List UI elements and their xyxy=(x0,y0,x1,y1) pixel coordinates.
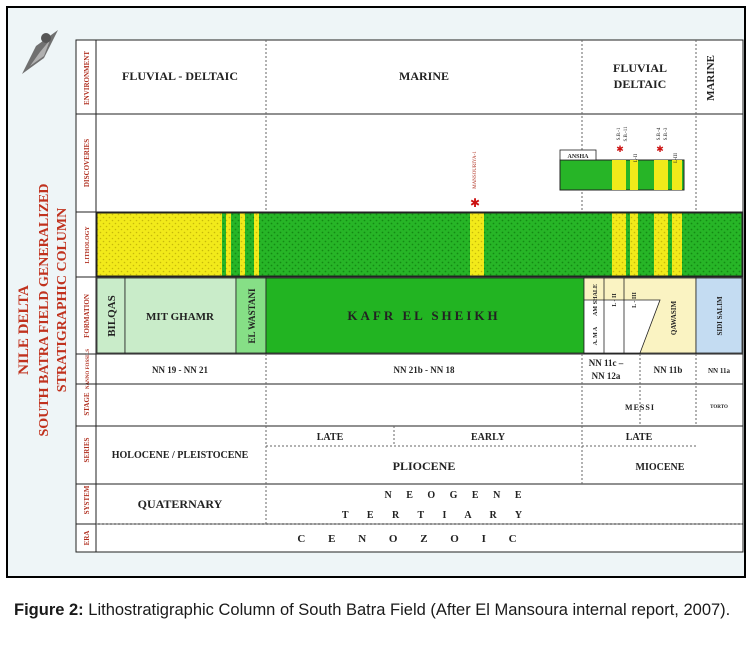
formation-mit-ghamr: MIT GHAMR xyxy=(146,311,215,323)
formation-l3: L - III xyxy=(632,292,638,308)
column-separators xyxy=(96,40,743,525)
discovery-label-l2: L-II xyxy=(634,154,639,162)
system-neogene: N E O G E N E xyxy=(384,490,527,501)
discovery-star-2: ✱ xyxy=(656,144,664,154)
formation-kafr-el-sheikh: KAFR EL SHEIKH xyxy=(347,308,500,323)
series-late: LATE xyxy=(317,432,344,443)
nannofossil-zone-3b: NN 12a xyxy=(592,371,621,381)
row-label-nannofossils: NANNO FOSSILS xyxy=(86,349,91,389)
formation-el-wastani: EL WASTANI xyxy=(247,288,257,343)
well-mansouriya-1: MANSOURIYA-1 xyxy=(473,151,478,189)
discovery-label-sb3: S.B.-3 xyxy=(664,127,669,140)
row-label-stage: STAGE xyxy=(83,392,91,416)
discoveries-row: MANSOURIYA-1 ✱ ANSHA S.B.-1 S.B.-11 ✱ S.… xyxy=(470,126,685,210)
caption-label: Figure 2: xyxy=(14,601,84,619)
row-label-discoveries: DISCOVERIES xyxy=(83,139,91,187)
nannofossil-zone-3a: NN 11c – xyxy=(589,358,624,368)
field-logo xyxy=(22,30,58,74)
nannofossil-zone-2: NN 21b - NN 18 xyxy=(393,365,455,375)
discovery-label-sb11: S.B.-11 xyxy=(624,126,629,142)
formation-abu-madi-shale: AM SHALE xyxy=(593,284,599,316)
title-line-3: STRATIGRAPHIC COLUMN xyxy=(55,208,70,392)
environment-row: FLUVIAL - DELTAIC MARINE FLUVIAL DELTAIC… xyxy=(122,55,717,101)
well-star-icon: ✱ xyxy=(470,196,480,210)
formation-bilqas: BILQAS xyxy=(106,295,118,337)
row-label-lithology: LITHOLOGY xyxy=(85,226,91,264)
row-label-environment: ENVIRONMENT xyxy=(83,51,91,105)
formation-row: BILQAS MIT GHAMR EL WASTANI KAFR EL SHEI… xyxy=(96,277,743,354)
series-miocene: MIOCENE xyxy=(636,462,685,473)
series-pliocene: PLIOCENE xyxy=(393,459,456,473)
stage-row: MESSI TORTO xyxy=(625,403,728,412)
field-ansha: ANSHA xyxy=(567,154,589,160)
series-late-miocene: LATE xyxy=(626,432,653,443)
series-row: HOLOCENE / PLEISTOCENE LATE EARLY LATE P… xyxy=(112,432,685,473)
nannofossil-row: NN 19 - NN 21 NN 21b - NN 18 NN 11c – NN… xyxy=(152,358,730,381)
formation-l2: L - II xyxy=(612,293,618,307)
env-deltaic-right: DELTAIC xyxy=(614,77,667,91)
row-label-column: ENVIRONMENT DISCOVERIES LITHOLOGY FORMAT… xyxy=(75,39,97,553)
system-quaternary: QUATERNARY xyxy=(138,497,223,511)
row-label-formation: FORMATION xyxy=(83,294,91,338)
title-line-1: NILE DELTA xyxy=(16,285,32,375)
lithology-row xyxy=(96,212,743,277)
discovery-label-sb1: S.B.-1 xyxy=(617,127,622,140)
row-label-system: SYSTEM xyxy=(83,485,91,514)
discovery-label-sb4: S.B.-4 xyxy=(657,127,662,140)
formation-abu-madi: A. M A xyxy=(593,326,599,345)
env-marine-center: MARINE xyxy=(399,69,449,83)
vertical-title: NILE DELTA SOUTH BATRA FIELD GENERALIZED… xyxy=(16,184,70,437)
discovery-label-l3: L-III xyxy=(674,153,679,163)
discovery-star-1: ✱ xyxy=(616,144,624,154)
env-fluvial-deltaic-left: FLUVIAL - DELTAIC xyxy=(122,69,238,83)
system-row: QUATERNARY N E O G E N E T E R T I A R Y xyxy=(138,490,530,521)
nannofossil-zone-5: NN 11a xyxy=(708,367,730,375)
series-early: EARLY xyxy=(471,432,506,443)
caption-text: Lithostratigraphic Column of South Batra… xyxy=(83,601,731,619)
stage-tortonian: TORTO xyxy=(710,405,728,410)
env-marine-right: MARINE xyxy=(705,55,717,101)
system-tertiary: T E R T I A R Y xyxy=(342,510,530,521)
figure-caption: Figure 2: Lithostratigraphic Column of S… xyxy=(14,598,749,622)
stratigraphic-column: NILE DELTA SOUTH BATRA FIELD GENERALIZED… xyxy=(16,30,744,553)
row-label-era: ERA xyxy=(83,531,91,546)
nannofossil-zone-1: NN 19 - NN 21 xyxy=(152,365,208,375)
era-row: C E N O Z O I C xyxy=(297,533,526,545)
env-fluvial-right: FLUVIAL xyxy=(613,61,667,75)
formation-sidi-salim: SIDI SALIM xyxy=(716,296,724,335)
stage-messinian: MESSI xyxy=(625,403,655,412)
row-label-series: SERIES xyxy=(83,437,91,462)
nannofossil-zone-4: NN 11b xyxy=(654,365,683,375)
series-holocene: HOLOCENE / PLEISTOCENE xyxy=(112,450,249,461)
formation-qawasim: QAWASIM xyxy=(670,300,678,335)
era-cenozoic: C E N O Z O I C xyxy=(297,533,526,545)
title-line-2: SOUTH BATRA FIELD GENERALIZED xyxy=(37,184,52,437)
